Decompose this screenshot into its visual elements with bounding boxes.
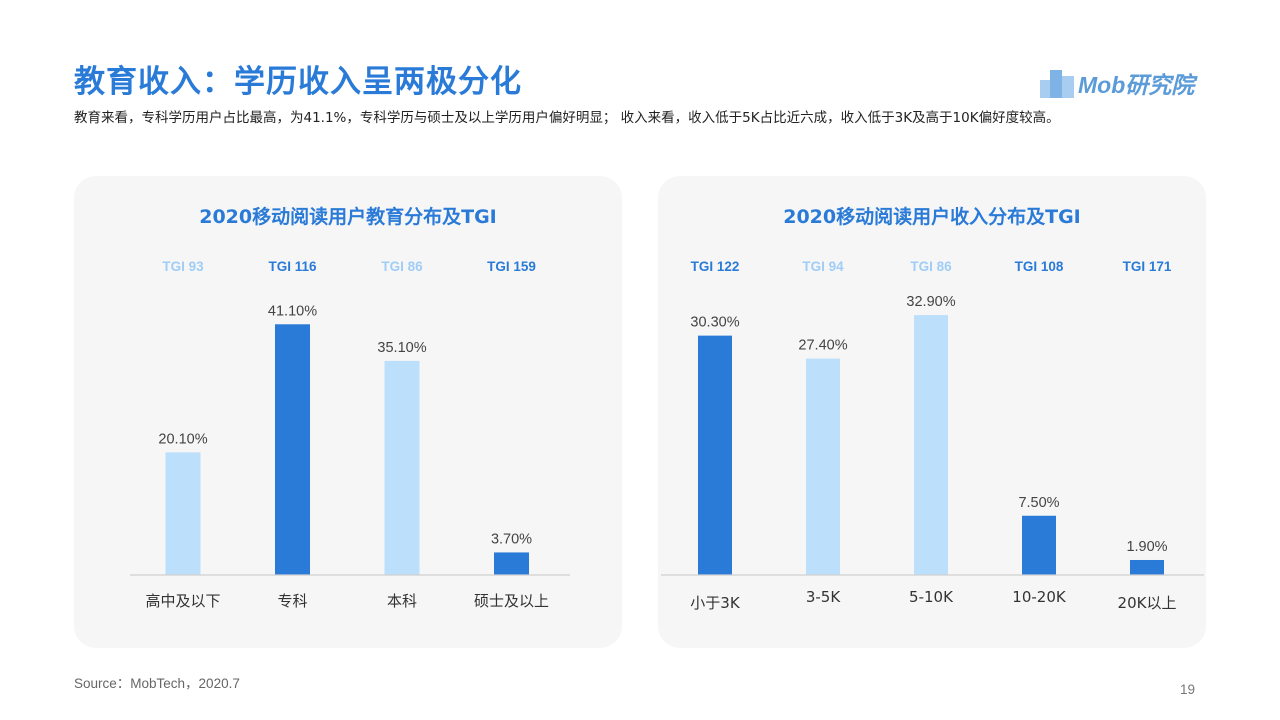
value-label: 30.30% [690,315,739,331]
bar [806,358,840,575]
chart-title: 2020移动阅读用户教育分布及TGI [199,205,497,228]
tgi-label: TGI 86 [381,259,423,274]
bar [1022,515,1056,575]
bar [165,452,201,575]
page-title: 教育收入：学历收入呈两极分化 [74,64,522,100]
tgi-label: TGI 108 [1015,259,1064,274]
value-label: 27.40% [798,338,847,354]
income-chart: 2020移动阅读用户收入分布及TGI TGI 122 30.30% 小于3K TGI 9… [661,205,1204,612]
education-chart: 2020移动阅读用户教育分布及TGI TGI 93 20.10% 高中及以下 TGI 1… [130,205,570,610]
tgi-label: TGI 171 [1123,259,1172,274]
value-label: 7.50% [1018,495,1059,511]
bar [275,324,310,575]
chart-title: 2020移动阅读用户收入分布及TGI [783,205,1081,228]
page-number: 19 [1180,682,1196,697]
tgi-label: TGI 116 [268,259,317,274]
value-label: 32.90% [906,294,955,310]
tgi-label: TGI 122 [691,259,740,274]
value-label: 41.10% [268,303,317,319]
mob-logo: Mob研究院 [1038,64,1208,100]
tgi-label: TGI 93 [162,259,204,274]
income-chart-card: 2020移动阅读用户收入分布及TGI TGI 122 30.30% 小于3K TGI 9… [658,176,1206,648]
page-subtitle: 教育来看，专科学历用户占比最高，为41.1%，专科学历与硕士及以上学历用户偏好明… [74,110,1060,126]
bar [1130,559,1164,575]
education-chart-card: 2020移动阅读用户教育分布及TGI TGI 93 20.10% 高中及以下 TGI 1… [74,176,622,648]
bar [494,552,529,575]
category-label: 本科 [387,592,417,610]
tgi-label: TGI 86 [910,259,952,274]
value-label: 20.10% [158,431,207,447]
bar [698,335,732,575]
category-label: 硕士及以上 [474,592,549,610]
tgi-label: TGI 94 [802,259,844,274]
category-label: 10-20K [1012,588,1067,606]
category-label: 小于3K [690,594,741,612]
source-note: Source：MobTech，2020.7 [74,676,240,691]
value-label: 3.70% [491,531,532,547]
bar [384,360,420,575]
bar [914,315,948,575]
value-label: 35.10% [377,340,426,356]
category-label: 20K以上 [1118,594,1177,612]
category-label: 专科 [277,592,307,610]
category-label: 高中及以下 [145,592,220,610]
category-label: 3-5K [806,588,841,606]
category-label: 5-10K [909,588,954,606]
value-label: 1.90% [1126,539,1167,555]
logo-text: Mob研究院 [1078,72,1195,98]
building-icon [1040,70,1074,98]
tgi-label: TGI 159 [487,259,536,274]
